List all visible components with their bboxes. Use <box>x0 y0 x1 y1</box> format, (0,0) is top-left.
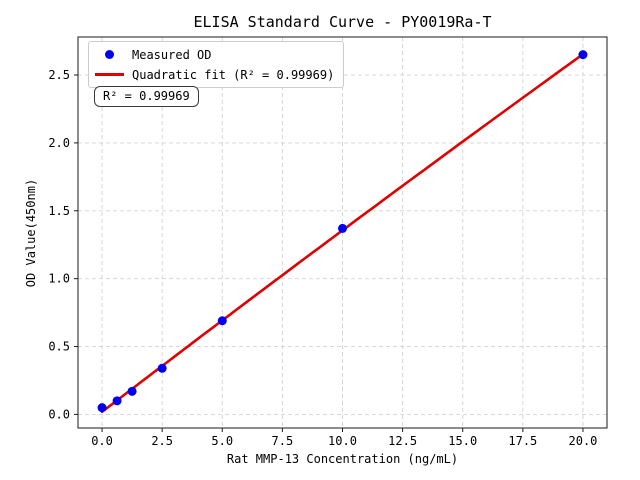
tick-labels: 0.0 2.5 5.0 7.5 10.0 12.5 15.0 17.5 20.0 0.0 0.5 1.… <box>48 68 597 448</box>
y-tick-label: 2.5 <box>48 68 70 82</box>
r-squared-annotation: R² = 0.99969 <box>94 86 199 107</box>
x-tick-label: 15.0 <box>448 434 477 448</box>
chart-title: ELISA Standard Curve - PY0019Ra-T <box>193 13 492 31</box>
y-tick-label: 0.0 <box>48 407 70 421</box>
measured-od-points <box>97 50 588 413</box>
legend-item-measured-od: Measured OD <box>94 47 334 62</box>
x-tick-label: 2.5 <box>151 434 173 448</box>
legend-label-measured-od: Measured OD <box>132 47 212 62</box>
x-axis-label: Rat MMP-13 Concentration (ng/mL) <box>226 452 459 466</box>
data-point <box>338 223 347 233</box>
scatter-marker-icon <box>104 50 114 59</box>
legend: Measured OD Quadratic fit (R² = 0.99969) <box>88 41 345 88</box>
tick-marks <box>74 74 584 432</box>
x-tick-label: 10.0 <box>328 434 357 448</box>
data-point <box>157 363 167 373</box>
x-tick-label: 0.0 <box>91 434 113 448</box>
data-point <box>127 386 137 396</box>
y-tick-label: 1.0 <box>48 272 70 286</box>
legend-item-quadratic-fit: Quadratic fit (R² = 0.99969) <box>94 67 334 82</box>
legend-handle <box>94 73 124 76</box>
x-tick-label: 20.0 <box>569 434 598 448</box>
x-tick-label: 12.5 <box>388 434 417 448</box>
fit-line-icon <box>94 73 124 76</box>
x-tick-label: 5.0 <box>211 434 233 448</box>
data-point <box>112 396 122 406</box>
y-axis-label: OD Value(450nm) <box>24 178 38 288</box>
legend-handle <box>94 50 124 59</box>
x-tick-label: 17.5 <box>508 434 537 448</box>
y-tick-label: 1.5 <box>48 204 70 218</box>
x-tick-label: 7.5 <box>272 434 294 448</box>
data-point <box>217 316 227 326</box>
data-point <box>578 50 588 60</box>
legend-label-quadratic-fit: Quadratic fit (R² = 0.99969) <box>132 67 335 82</box>
y-tick-label: 2.0 <box>48 136 70 150</box>
y-tick-label: 0.5 <box>48 340 70 354</box>
data-point <box>97 403 107 413</box>
